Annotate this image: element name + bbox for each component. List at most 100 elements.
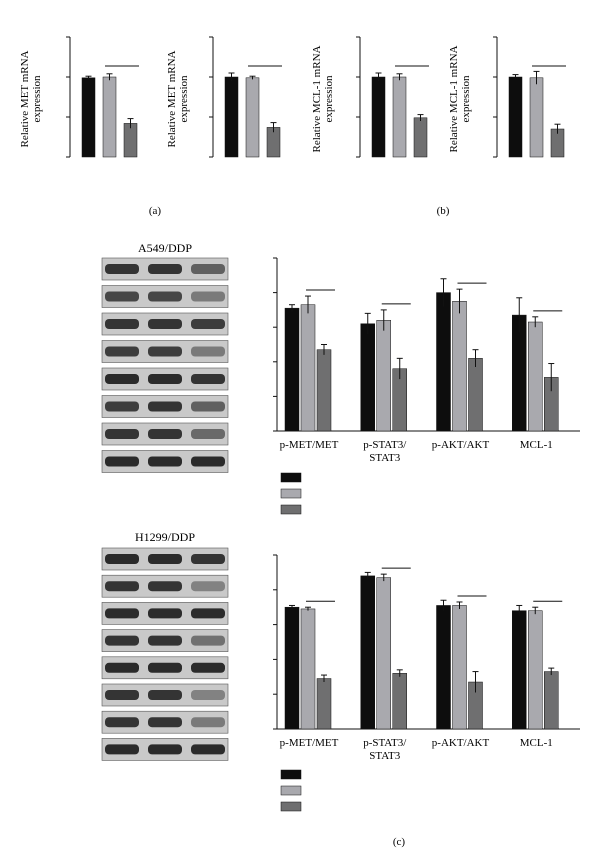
blot-band <box>105 662 139 673</box>
y-axis-label-line: expression <box>460 75 472 123</box>
y-axis-label: Relative MET mRNAexpression <box>19 50 43 147</box>
bar <box>452 301 467 432</box>
protein-chart-4: p-MET/MET p-STAT3/STAT3 p-AKT/AKT MCL-1 <box>273 257 580 515</box>
bar <box>81 77 96 158</box>
blot-band <box>148 744 182 755</box>
y-axis-label-line: Relative MET mRNA <box>166 50 178 147</box>
blot-band <box>148 319 182 329</box>
bar <box>436 605 451 730</box>
bar <box>245 77 260 158</box>
blot-band <box>148 346 182 357</box>
blot-band <box>191 608 225 619</box>
blot-band <box>191 456 225 467</box>
y-axis-label-line: Relative MCL-1 mRNA <box>311 45 323 152</box>
mrna-chart-2: Relative MCL-1 mRNAexpression <box>311 36 429 158</box>
legend-swatch-control <box>280 472 302 483</box>
blot-band <box>191 346 225 357</box>
blot-band <box>105 717 139 728</box>
x-tick-label: p-STAT3/ <box>363 737 407 749</box>
blot-band <box>105 319 139 329</box>
blot-band <box>191 717 225 728</box>
bar <box>529 77 544 158</box>
bar <box>392 673 407 730</box>
blot-band <box>148 429 182 439</box>
x-tick-label: STAT3 <box>369 750 400 762</box>
blot-band <box>105 264 139 274</box>
x-tick-label: p-STAT3/ <box>363 439 407 451</box>
bar <box>436 292 451 432</box>
bar <box>284 307 300 432</box>
x-tick-label: p-AKT/AKT <box>432 439 490 451</box>
bar <box>360 323 375 432</box>
blot-band <box>148 264 182 274</box>
bar <box>528 610 543 730</box>
y-axis-label: Relative MCL-1 mRNAexpression <box>448 45 472 152</box>
y-axis-label-line: expression <box>31 75 43 123</box>
legend-swatch-shnc <box>280 488 302 499</box>
blot-band <box>148 690 182 700</box>
legend-swatch-shmet <box>280 504 302 515</box>
bar <box>452 605 467 730</box>
mrna-chart-1: Relative MET mRNAexpression <box>166 36 282 158</box>
bar <box>316 349 332 432</box>
blot-band <box>105 456 139 467</box>
blot-band <box>148 456 182 467</box>
bar <box>376 320 391 432</box>
bar <box>376 577 391 730</box>
y-axis-label-line: expression <box>178 75 190 123</box>
bar <box>512 610 527 730</box>
blot-band <box>105 291 139 302</box>
blot-band <box>191 744 225 755</box>
blot-band <box>191 429 225 439</box>
blot-band <box>148 554 182 564</box>
blot-band <box>148 291 182 302</box>
y-axis-label: Relative MET mRNAexpression <box>166 50 190 147</box>
bar <box>123 123 138 158</box>
blot-band <box>148 608 182 619</box>
blot-band <box>105 429 139 439</box>
blot-band <box>191 635 225 646</box>
blot-band <box>105 554 139 564</box>
blot-band <box>191 319 225 329</box>
blot-band <box>148 717 182 728</box>
blot-band <box>191 401 225 412</box>
blot-band <box>191 690 225 700</box>
blot-band <box>191 554 225 564</box>
protein-chart-5: p-MET/MET p-STAT3/STAT3 p-AKT/AKT MCL-1 <box>273 554 580 812</box>
y-axis-label-line: expression <box>323 75 335 123</box>
bar <box>508 76 523 158</box>
blot-band <box>105 744 139 755</box>
blot-band <box>105 635 139 646</box>
blot-band <box>105 608 139 619</box>
blot-band <box>148 581 182 592</box>
x-tick-label: MCL-1 <box>520 737 553 749</box>
blot-band <box>191 264 225 274</box>
bar <box>528 321 543 432</box>
blot-band <box>148 374 182 384</box>
bar <box>300 608 316 730</box>
blot-band <box>105 374 139 384</box>
blot-band <box>191 662 225 673</box>
x-tick-label: MCL-1 <box>520 439 553 451</box>
y-axis-label-line: Relative MET mRNA <box>19 50 31 147</box>
bar <box>544 671 559 730</box>
x-tick-label: STAT3 <box>369 452 400 464</box>
mrna-chart-3: Relative MCL-1 mRNAexpression <box>448 36 566 158</box>
blot-band <box>105 581 139 592</box>
y-axis-label: Relative MCL-1 mRNAexpression <box>311 45 335 152</box>
x-tick-label: p-AKT/AKT <box>432 737 490 749</box>
legend-swatch-shmet <box>280 801 302 812</box>
bar <box>392 76 407 158</box>
x-tick-label: p-MET/MET <box>280 439 339 451</box>
blot-band <box>105 690 139 700</box>
bar <box>316 678 332 730</box>
blot-band <box>191 581 225 592</box>
blot-title-bottom: H1299/DDP <box>135 530 195 544</box>
bar <box>512 314 527 432</box>
bar <box>371 76 386 158</box>
bar <box>413 117 428 158</box>
blot-band <box>148 401 182 412</box>
y-axis-label-line: Relative MCL-1 mRNA <box>448 45 460 152</box>
blot-band <box>148 662 182 673</box>
legend-swatch-shnc <box>280 785 302 796</box>
